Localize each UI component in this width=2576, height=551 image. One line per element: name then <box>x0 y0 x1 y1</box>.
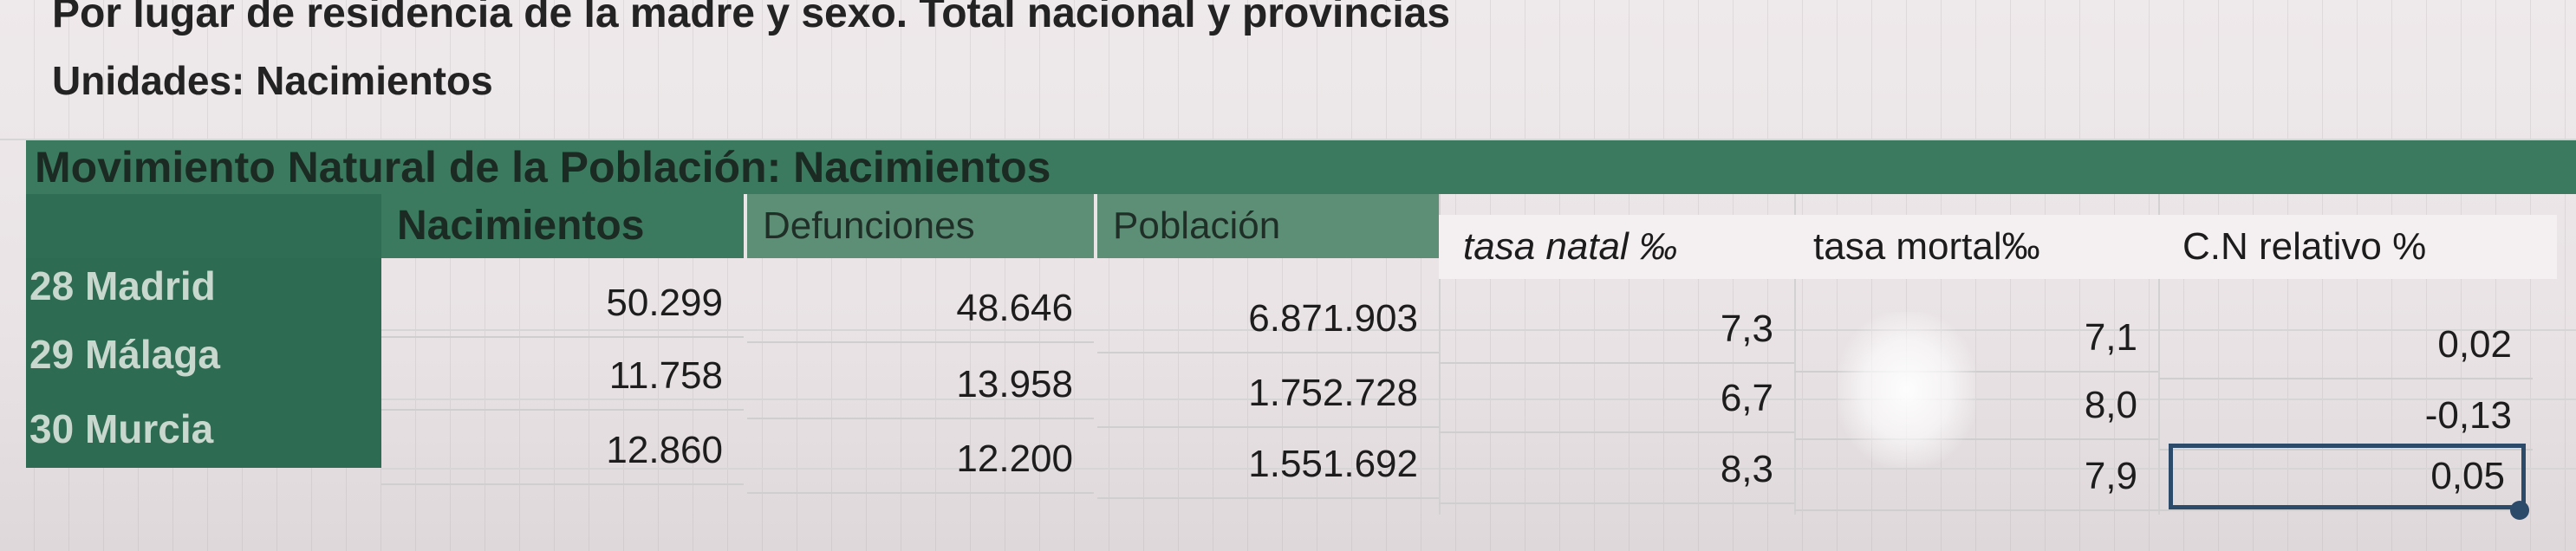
row-name: Madrid <box>84 263 216 308</box>
table-cell[interactable]: 0,02 <box>2158 310 2533 379</box>
table-cell[interactable]: 8,3 <box>1439 435 1794 504</box>
grid-line <box>381 329 2576 331</box>
row-code: 30 <box>29 406 75 451</box>
grid-line <box>381 399 2576 400</box>
sheet-units: Unidades: Nacimientos <box>52 58 493 103</box>
table-cell[interactable]: 6,7 <box>1439 364 1794 433</box>
table-corner-cell[interactable] <box>26 194 381 258</box>
column-header-poblacion[interactable]: Población <box>1097 194 1439 258</box>
table-cell[interactable]: 7,9 <box>1794 442 2158 511</box>
cell-selection-border[interactable] <box>2169 444 2526 509</box>
column-header-defunciones[interactable]: Defunciones <box>747 194 1094 258</box>
table-cell[interactable]: -0,13 <box>2158 381 2533 451</box>
grid-line <box>1439 194 1441 515</box>
table-cell[interactable]: 12.200 <box>747 425 1094 494</box>
column-header-nacimientos[interactable]: Nacimientos <box>381 194 744 258</box>
row-name: Murcia <box>84 406 214 451</box>
row-header-malaga[interactable]: 29 Málaga <box>26 329 381 402</box>
table-cell[interactable]: 7,3 <box>1439 295 1794 364</box>
sheet-subtitle: Por lugar de residencia de la madre y se… <box>52 0 1451 36</box>
table-banner[interactable]: Movimiento Natural de la Población: Naci… <box>26 140 2576 194</box>
row-header-murcia[interactable]: 30 Murcia <box>26 402 381 468</box>
row-header-madrid[interactable]: 28 Madrid <box>26 258 381 329</box>
column-header-tasa-natal[interactable]: tasa natal ‰ <box>1439 215 1794 279</box>
fill-handle[interactable] <box>2510 501 2529 520</box>
table-cell[interactable]: 8,0 <box>1794 371 2158 440</box>
column-header-tasa-mortal[interactable]: tasa mortal‰ <box>1794 215 2158 279</box>
grid-line <box>1794 194 1796 515</box>
table-cell[interactable]: 6.871.903 <box>1097 284 1439 353</box>
column-header-cn-relativo[interactable]: C.N relativo % <box>2158 215 2557 279</box>
table-cell[interactable]: 1.551.692 <box>1097 430 1439 499</box>
table-cell[interactable]: 13.958 <box>747 350 1094 419</box>
table-cell[interactable]: 11.758 <box>381 341 744 411</box>
grid-line <box>0 139 2576 140</box>
table-cell[interactable]: 12.860 <box>381 416 744 485</box>
row-code: 28 <box>29 263 75 308</box>
grid-line <box>2158 194 2160 515</box>
table-cell[interactable]: 7,1 <box>1794 303 2158 373</box>
row-name: Málaga <box>84 332 220 377</box>
table-cell[interactable]: 1.752.728 <box>1097 359 1439 428</box>
table-cell[interactable]: 50.299 <box>381 269 744 338</box>
grid-line <box>381 468 2576 470</box>
screen-glare <box>1838 312 1976 468</box>
table-cell-selected[interactable]: 0,05 <box>2158 442 2526 511</box>
row-code: 29 <box>29 332 75 377</box>
table-cell[interactable]: 48.646 <box>747 274 1094 343</box>
